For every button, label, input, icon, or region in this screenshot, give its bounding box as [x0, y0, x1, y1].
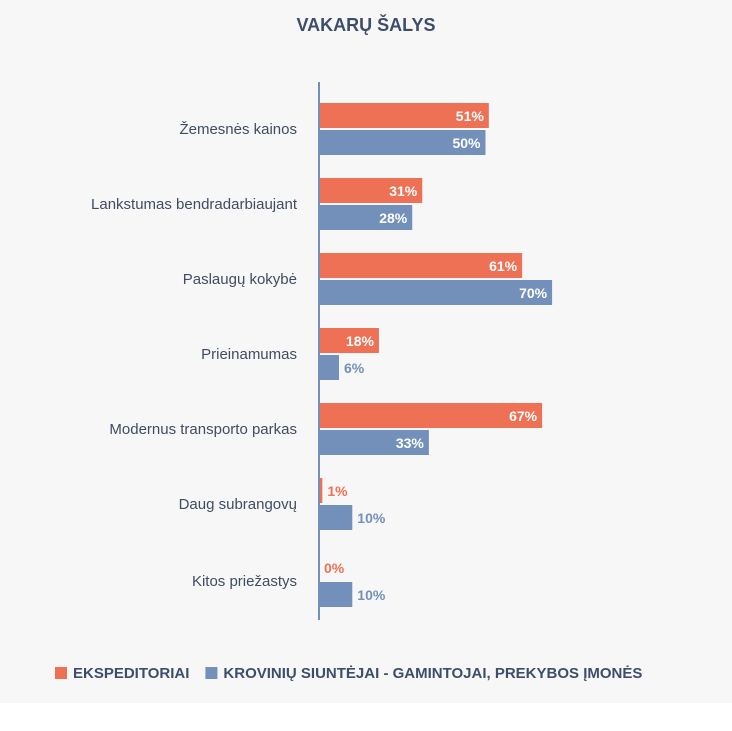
bar — [319, 403, 543, 428]
bar — [319, 478, 323, 503]
chart: VAKARŲ ŠALYS Žemesnės kainos 51% 50% Lankst… — [55, 14, 642, 682]
bar — [319, 253, 523, 278]
legend-swatch — [205, 667, 218, 679]
bar — [319, 582, 353, 607]
legend-label: EKSPEDITORIAI — [73, 665, 189, 682]
data-label: 31% — [389, 183, 418, 199]
bar — [319, 430, 429, 455]
data-label: 28% — [379, 210, 408, 226]
category-label: Paslaugų kokybė — [183, 271, 297, 288]
data-label: 10% — [357, 510, 386, 526]
bar — [319, 355, 339, 380]
category-label: Daug subrangovų — [179, 496, 297, 513]
data-label: 61% — [489, 258, 518, 274]
legend: EKSPEDITORIAI KROVINIŲ SIUNTĖJAI - GAMINT… — [55, 665, 642, 682]
bar — [319, 103, 489, 128]
data-label: 33% — [396, 435, 425, 451]
legend-swatch — [55, 667, 67, 679]
bar — [319, 205, 413, 230]
chart-panel: VAKARŲ ŠALYS Žemesnės kainos 51% 50% Lankst… — [55, 14, 643, 682]
plot-area: Žemesnės kainos 51% 50% Lankstumas bendrada… — [91, 103, 553, 607]
bar — [319, 505, 353, 530]
bar — [319, 328, 379, 353]
data-label: 50% — [452, 135, 481, 151]
data-label: 1% — [327, 483, 348, 499]
bar — [319, 130, 486, 155]
category-label: Žemesnės kainos — [179, 121, 297, 138]
chart-title: VAKARŲ ŠALYS — [296, 14, 435, 35]
data-label: 70% — [519, 285, 548, 301]
category-label: Kitos priežastys — [192, 573, 297, 590]
data-label: 10% — [357, 587, 386, 603]
data-label: 0% — [324, 560, 345, 576]
data-label: 67% — [509, 408, 538, 424]
bar — [319, 178, 423, 203]
category-label: Modernus transporto parkas — [109, 421, 297, 438]
data-label: 6% — [344, 360, 365, 376]
category-label: Prieinamumas — [201, 346, 297, 363]
legend-label: KROVINIŲ SIUNTĖJAI - GAMINTOJAI, PREKYBO… — [223, 665, 642, 682]
data-label: 18% — [346, 333, 375, 349]
data-label: 51% — [456, 108, 485, 124]
category-label: Lankstumas bendradarbiaujant — [91, 196, 298, 213]
bar — [319, 280, 553, 305]
